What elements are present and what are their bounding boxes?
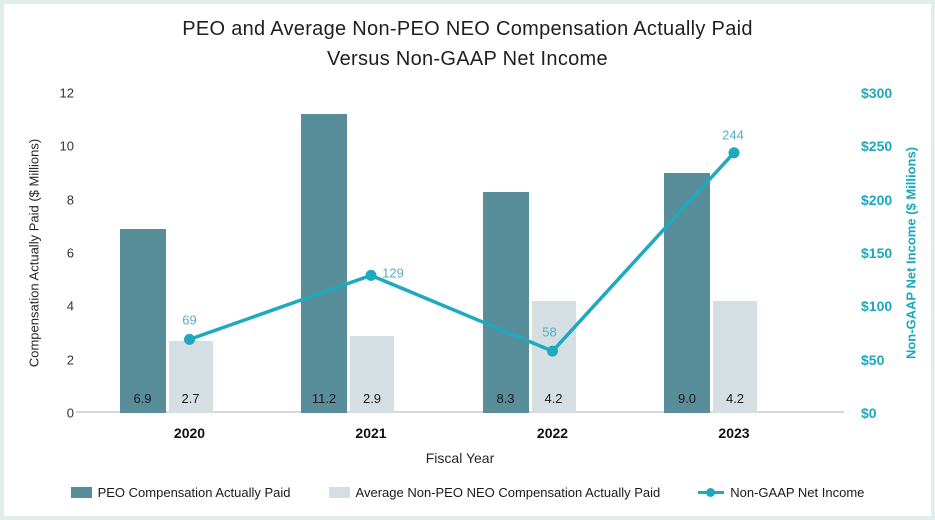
left-axis-tick: 6 — [66, 245, 74, 261]
x-axis-tick-2022: 2022 — [536, 425, 569, 441]
left-axis-tick: 12 — [59, 85, 74, 101]
line-marker — [365, 269, 377, 281]
bar-peo — [301, 114, 347, 413]
bar-value-label: 2.7 — [181, 391, 200, 406]
bar-value-label: 2.9 — [362, 391, 382, 406]
x-axis-tick-2020: 2020 — [173, 425, 206, 441]
left-axis-tick: 4 — [66, 298, 74, 314]
net-income-line-series — [184, 147, 740, 357]
x-axis-tick-2021: 2021 — [355, 425, 387, 441]
bar-peo — [119, 229, 166, 413]
legend-item: Non-GAAP Net Income — [698, 485, 864, 500]
legend-bar-swatch-icon — [328, 487, 350, 498]
legend-line-marker-icon — [698, 487, 725, 498]
line-path — [187, 150, 736, 353]
plot-area: 6.9 11.2 8.3 9.0 2.7 2.9 4.2 4.2 69 129 58 244 — [76, 93, 844, 413]
x-axis-title: Fiscal Year — [425, 450, 495, 466]
right-axis-tick: $100 — [861, 298, 893, 315]
legend: PEO Compensation Actually Paid Average No… — [4, 485, 931, 500]
bar-value-label: 6.9 — [133, 391, 152, 406]
bar-non-peo-neo — [168, 341, 213, 413]
chart-title: PEO and Average Non-PEO NEO Compensation… — [4, 14, 931, 74]
legend-label: Non-GAAP Net Income — [730, 485, 865, 500]
chart-title-line2: Versus Non-GAAP Net Income — [327, 48, 608, 70]
line-marker — [728, 147, 740, 159]
left-axis-tick: 10 — [59, 138, 74, 154]
right-axis-tick: $0 — [861, 405, 877, 421]
right-axis-tick: $50 — [861, 351, 885, 368]
left-axis-tick: 8 — [66, 192, 74, 208]
bar-peo — [482, 191, 529, 413]
left-axis-tick: 0 — [66, 405, 74, 421]
legend-line-dot — [706, 488, 716, 497]
legend-label: PEO Compensation Actually Paid — [97, 485, 291, 500]
right-axis-tick: $300 — [861, 85, 893, 101]
line-point-label: 244 — [722, 127, 744, 143]
line-marker — [184, 333, 195, 345]
line-point-label: 58 — [542, 324, 557, 340]
left-axis-tick: 2 — [66, 352, 74, 368]
legend-bar-swatch-icon — [70, 487, 92, 498]
line-point-label: 129 — [382, 265, 404, 281]
x-axis-tick-2023: 2023 — [718, 425, 750, 441]
bar-non-peo-neo — [531, 301, 576, 413]
line-point-label: 69 — [182, 312, 197, 328]
right-axis-tick: $200 — [861, 191, 893, 208]
bar-value-label: 11.2 — [311, 391, 337, 406]
x-axis-line — [76, 411, 844, 413]
right-axis-tick: $150 — [861, 245, 893, 261]
bar-non-peo-neo — [713, 301, 757, 413]
right-axis-tick: $250 — [861, 138, 893, 155]
bar-value-label: 4.2 — [725, 391, 745, 406]
bar-value-label: 9.0 — [677, 391, 697, 406]
bar-value-label: 8.3 — [496, 391, 515, 406]
bar-value-label: 4.2 — [544, 391, 563, 406]
legend-label: Average Non-PEO NEO Compensation Actuall… — [355, 485, 661, 500]
bar-peo — [664, 173, 710, 413]
line-marker — [547, 345, 558, 357]
right-y-axis-title: Non-GAAP Net Income ($ Millions) — [903, 146, 919, 360]
legend-item: Average Non-PEO NEO Compensation Actuall… — [328, 485, 661, 500]
legend-item: PEO Compensation Actually Paid — [70, 485, 291, 500]
bar-non-peo-neo — [350, 335, 394, 413]
chart-title-line1: PEO and Average Non-PEO NEO Compensation… — [182, 18, 753, 40]
